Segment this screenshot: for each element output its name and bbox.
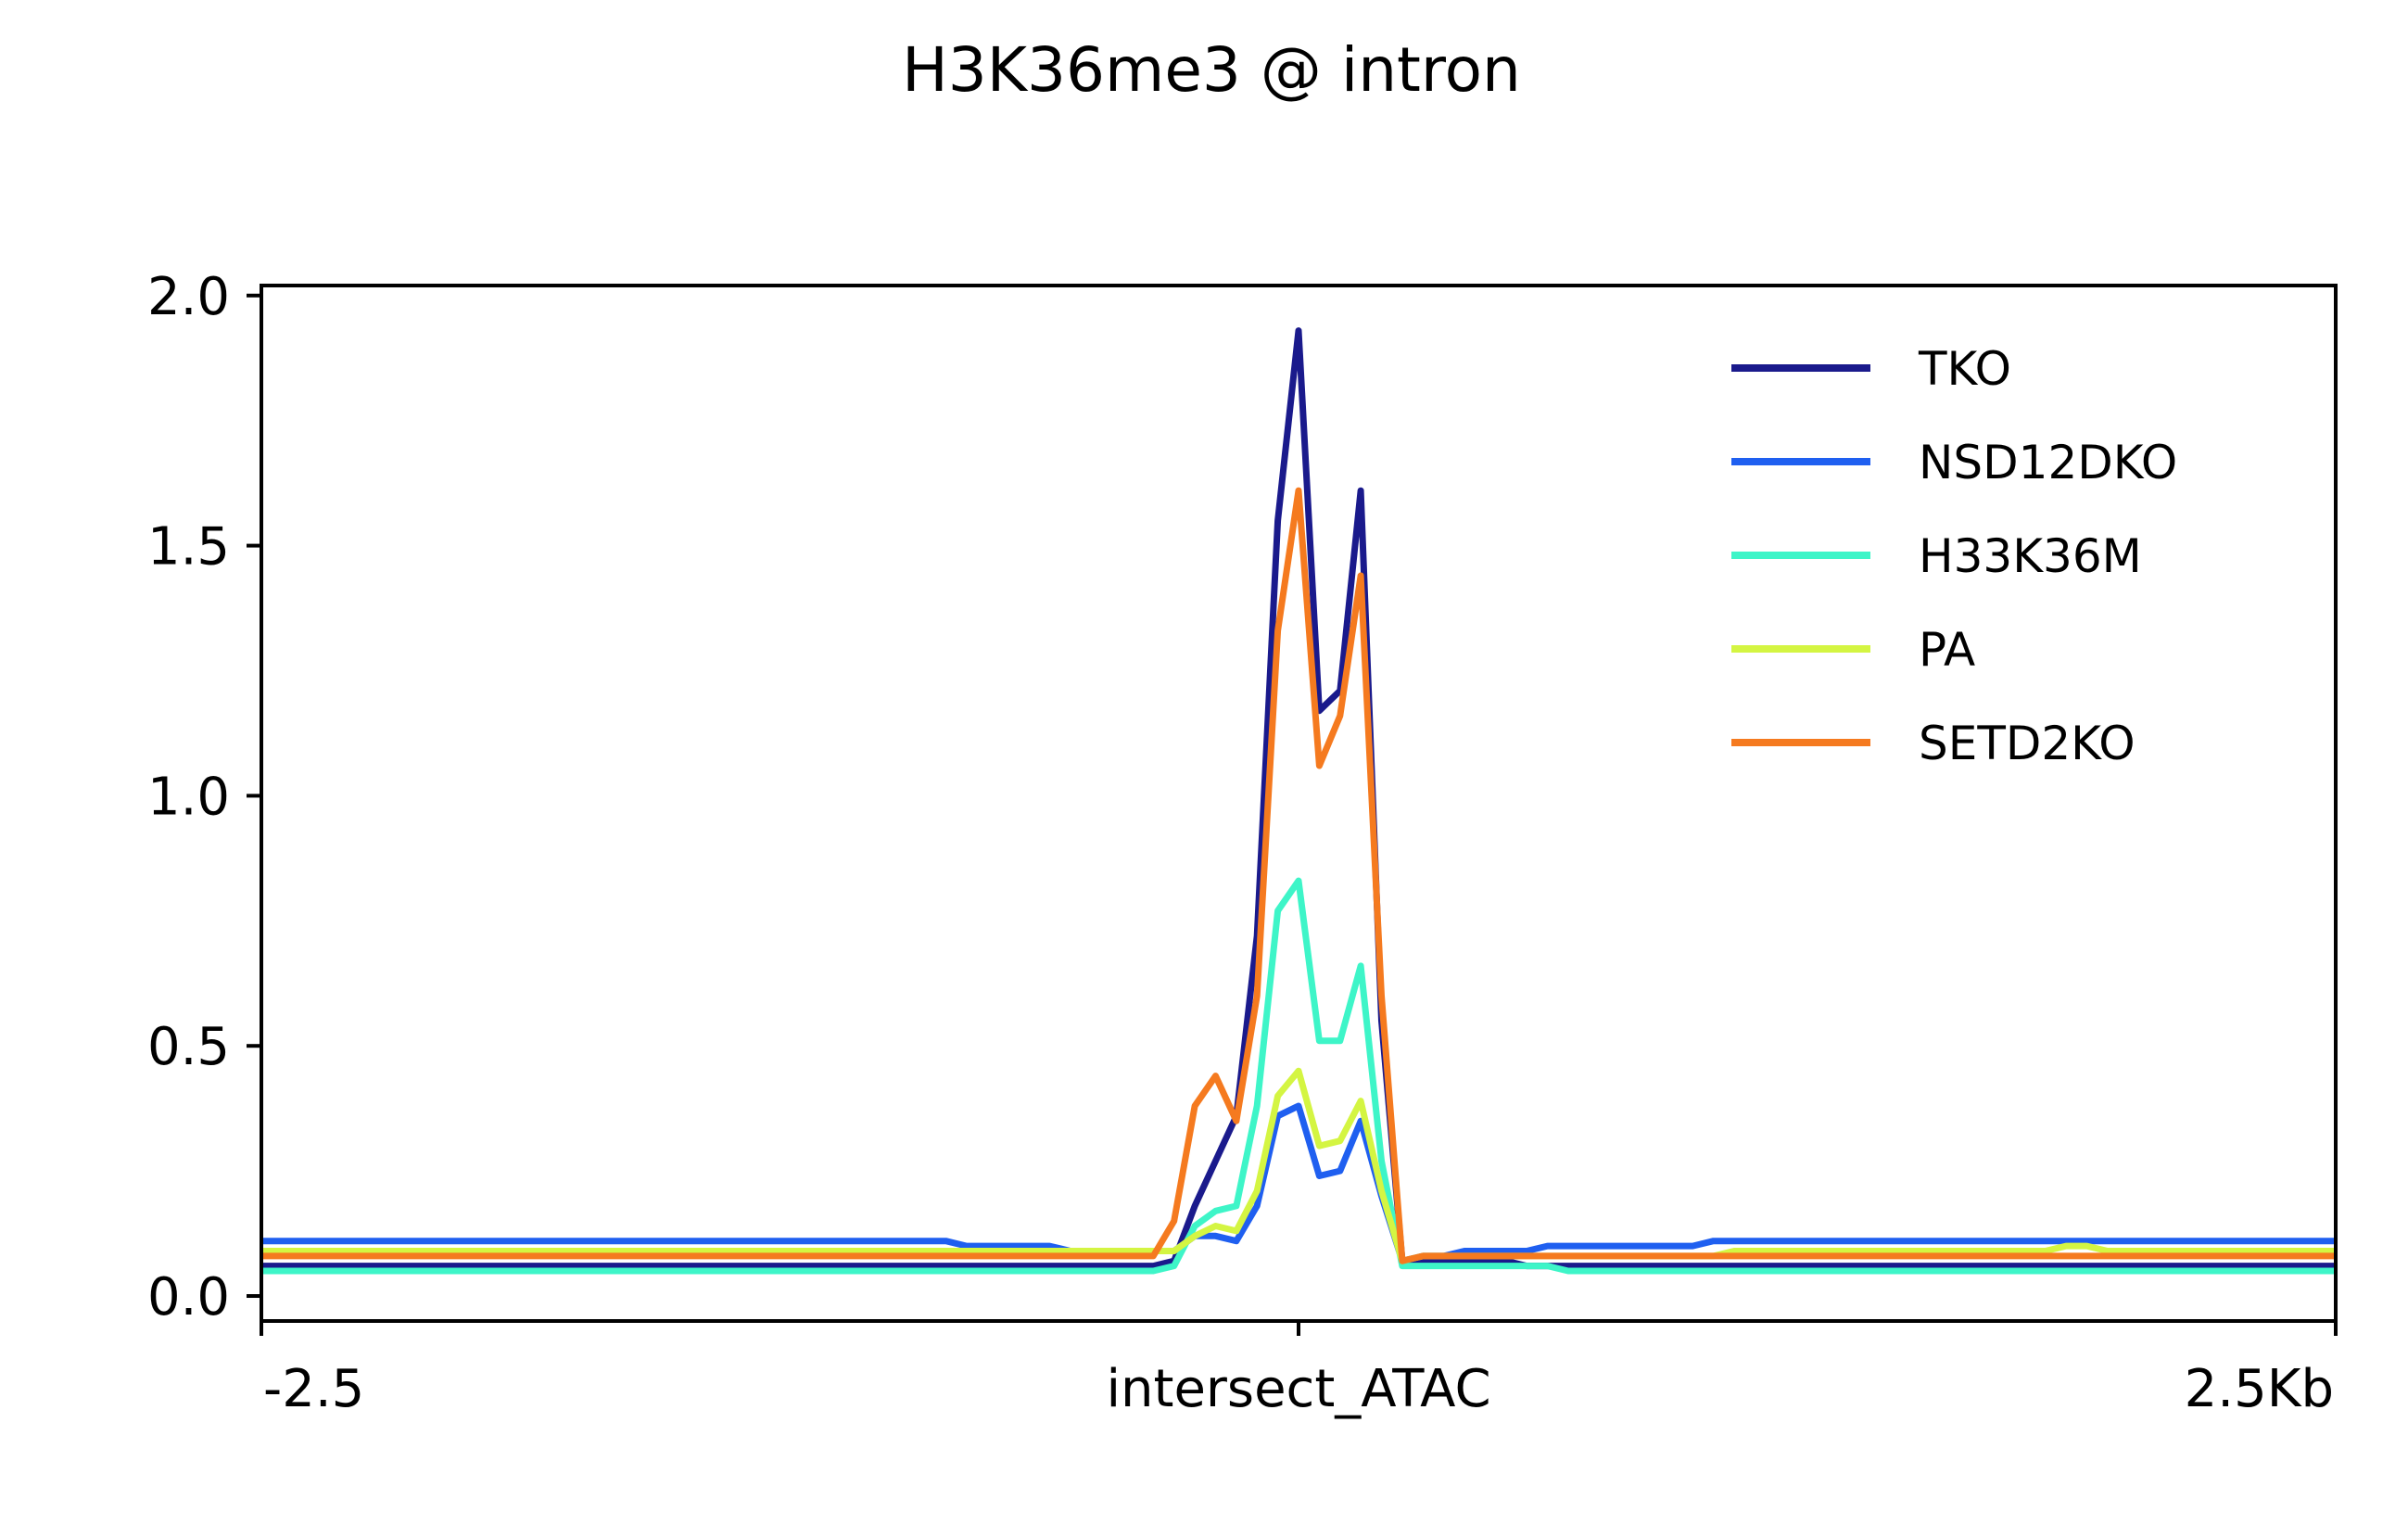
series-line-setd2ko [261,487,2336,1264]
y-tick-label: 2.0 [147,267,230,327]
y-tick-label: 0.0 [147,1267,230,1327]
series-line-tko [261,327,2336,1270]
legend-label-tko: TKO [1918,342,2011,396]
x-axis: -2.5 intersect_ATAC 2.5Kb [260,1321,2338,1419]
legend-label-nsd12dko: NSD12DKO [1919,436,2177,489]
legend-label-setd2ko: SETD2KO [1919,717,2136,770]
series-layer [261,327,2336,1275]
legend-label-h33k36m: H33K36M [1919,529,2142,583]
chart-title: H3K36me3 @ intron [902,34,1521,106]
y-tick-label: 1.5 [147,517,230,578]
series-line-h33k36m [261,877,2336,1275]
y-tick-label: 0.5 [147,1017,230,1077]
legend: TKO NSD12DKO H33K36M PA SETD2KO [1731,342,2177,770]
x-tick-label: -2.5 [263,1359,364,1419]
y-tick-label: 1.0 [147,767,230,827]
x-tick-label: 2.5Kb [2185,1359,2334,1419]
legend-label-pa: PA [1919,623,1975,677]
series-line-nsd12dko [261,1102,2336,1264]
x-tick-label: intersect_ATAC [1106,1359,1490,1419]
y-axis: 0.0 0.5 1.0 1.5 2.0 [147,267,261,1327]
series-line-pa [261,1067,2336,1264]
